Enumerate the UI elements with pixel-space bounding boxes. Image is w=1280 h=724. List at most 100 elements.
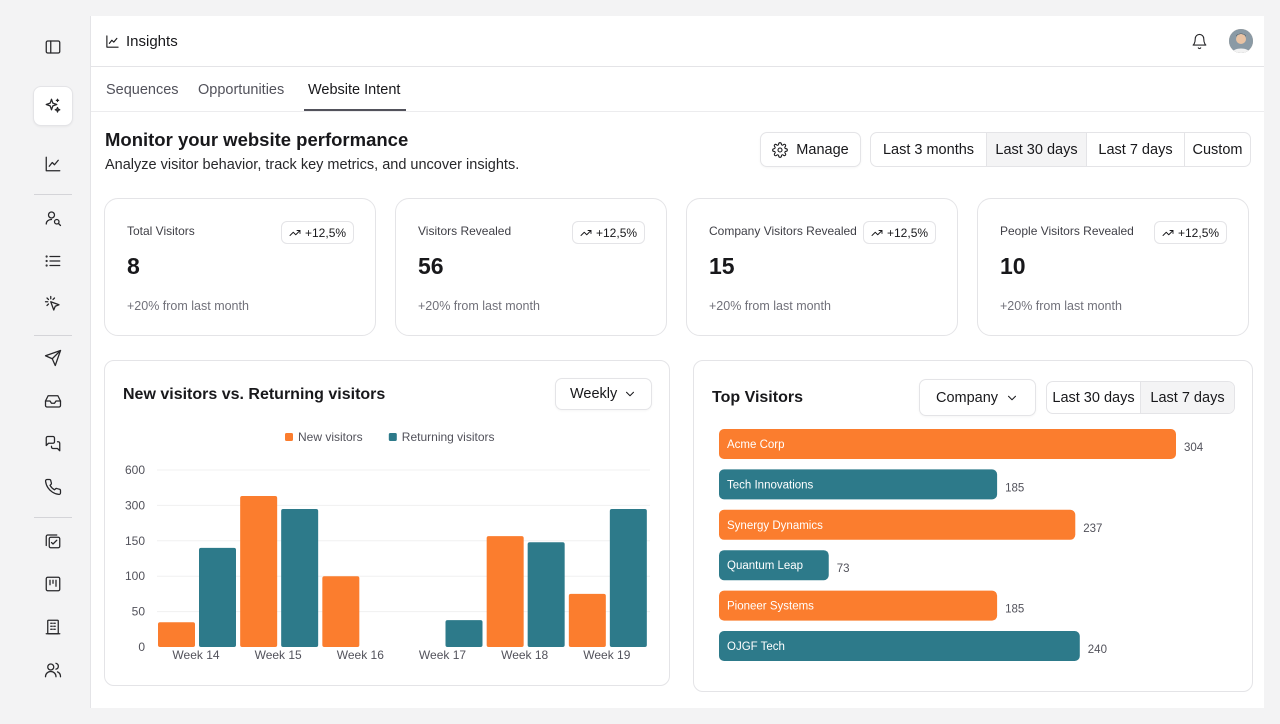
bar-label: Quantum Leap (727, 560, 803, 572)
stat-label: Total Visitors (127, 224, 195, 238)
bar-value: 185 (1005, 604, 1024, 616)
line-chart-icon (105, 34, 120, 49)
users-icon[interactable] (33, 650, 73, 690)
bar-label: Synergy Dynamics (727, 520, 823, 532)
bar (486, 536, 524, 647)
inbox-icon[interactable] (33, 381, 73, 421)
sidebar-divider (34, 194, 72, 195)
y-tick-label: 300 (125, 498, 145, 512)
gear-icon (772, 141, 789, 158)
top-visitors-bar-chart: Acme Corp 304 Tech Innovations 185 Synergy D… (719, 429, 1204, 661)
bar (527, 542, 565, 647)
page-subtitle: Analyze visitor behavior, track key metr… (105, 157, 520, 173)
phone-icon[interactable] (33, 467, 73, 507)
bar-label: Tech Innovations (727, 479, 814, 491)
legend-label: Returning visitors (402, 430, 495, 444)
active-tab-indicator (304, 109, 406, 111)
change-badge: +12,5% (863, 221, 937, 244)
range-custom[interactable]: Custom (1192, 141, 1243, 158)
checklist-icon[interactable] (33, 521, 73, 561)
group-by-dropdown[interactable]: Company (919, 379, 1036, 416)
trending-up-icon (1162, 229, 1174, 236)
bar (240, 495, 278, 647)
stat-note: +20% from last month (1000, 299, 1122, 313)
bar (568, 593, 606, 647)
user-search-icon[interactable] (33, 198, 73, 238)
bar (322, 576, 360, 647)
tab-sequences[interactable]: Sequences (106, 82, 179, 98)
stat-value: 15 (709, 253, 735, 279)
top-visitors-title: Top Visitors (712, 389, 803, 406)
tab-bar: Sequences Opportunities Website Intent (91, 67, 1264, 112)
building-icon[interactable] (33, 607, 73, 647)
page-header-title: Insights (126, 33, 178, 50)
y-tick-label: 50 (132, 605, 146, 619)
change-value: +12,5% (1178, 225, 1220, 240)
period-dropdown[interactable]: Weekly (555, 378, 652, 410)
stat-card-total-visitors: Total Visitors +12,5% 8 +20% from last m… (104, 198, 376, 336)
stat-label: Visitors Revealed (418, 224, 512, 238)
y-tick-label: 100 (125, 569, 145, 583)
tab-website-intent[interactable]: Website Intent (308, 82, 401, 98)
stat-value: 56 (418, 253, 444, 279)
top-range-last-30-days[interactable]: Last 30 days (1047, 382, 1141, 413)
bar-value: 185 (1005, 482, 1024, 494)
visitors-chart-panel: New visitors vs. Returning visitors Week… (104, 360, 670, 686)
chevron-down-icon (625, 391, 635, 397)
click-icon[interactable] (33, 284, 73, 324)
x-tick-label: Week 15 (255, 648, 302, 662)
bar (719, 550, 829, 581)
line-chart-icon[interactable] (33, 144, 73, 184)
stat-value: 8 (127, 253, 140, 279)
board-icon[interactable] (33, 564, 73, 604)
bar (719, 631, 1080, 661)
stat-note: +20% from last month (127, 299, 249, 313)
list-icon[interactable] (33, 241, 73, 281)
bar-label: Pioneer Systems (727, 601, 814, 613)
y-tick-label: 600 (125, 463, 145, 477)
legend-swatch (285, 433, 293, 441)
bar-label: Acme Corp (727, 439, 785, 451)
bar-value: 240 (1088, 644, 1107, 656)
stat-card-visitors-revealed: Visitors Revealed +12,5% 56 +20% from la… (395, 198, 667, 336)
y-tick-label: 150 (125, 534, 145, 548)
bar-value: 237 (1083, 523, 1102, 535)
manage-button[interactable]: Manage (760, 132, 861, 167)
stat-note: +20% from last month (418, 299, 540, 313)
bar (445, 620, 483, 647)
top-visitors-range-selector: Last 30 days Last 7 days (1046, 381, 1235, 414)
bar (609, 508, 647, 647)
legend-label: New visitors (298, 430, 363, 444)
bar (719, 590, 998, 621)
panel-toggle-icon[interactable] (33, 27, 73, 67)
range-last-30-days[interactable]: Last 30 days (987, 133, 1087, 166)
change-badge: +12,5% (572, 221, 646, 244)
bar (199, 547, 236, 647)
avatar[interactable] (1229, 29, 1253, 53)
send-icon[interactable] (33, 338, 73, 378)
range-last-3-months[interactable]: Last 3 months (871, 133, 987, 166)
manage-button-label: Manage (796, 141, 849, 158)
top-range-last-7-days[interactable]: Last 7 days (1141, 382, 1234, 413)
bar-label: OJGF Tech (727, 641, 785, 653)
bar (719, 469, 998, 500)
stat-card-company-visitors-revealed: Company Visitors Revealed +12,5% 15 +20%… (686, 198, 958, 336)
stat-note: +20% from last month (709, 299, 831, 313)
bar (719, 429, 1176, 459)
sidebar-divider (34, 517, 72, 518)
sparkles-icon[interactable] (33, 86, 73, 126)
period-dropdown-value: Weekly (570, 386, 618, 402)
x-tick-label: Week 18 (501, 648, 548, 662)
sidebar-divider (34, 335, 72, 336)
x-tick-label: Week 19 (583, 648, 630, 662)
messages-icon[interactable] (33, 424, 73, 464)
bar-value: 73 (837, 563, 850, 575)
range-last-7-days[interactable]: Last 7 days (1087, 133, 1185, 166)
bar (281, 508, 319, 647)
change-badge: +12,5% (1154, 221, 1228, 244)
bell-icon[interactable] (1191, 33, 1209, 51)
visitors-bar-chart: New visitors Returning visitors 0 50 100 150 3… (125, 430, 650, 662)
stat-label: Company Visitors Revealed (709, 224, 857, 238)
tab-opportunities[interactable]: Opportunities (198, 82, 285, 98)
x-tick-label: Week 16 (337, 648, 384, 662)
